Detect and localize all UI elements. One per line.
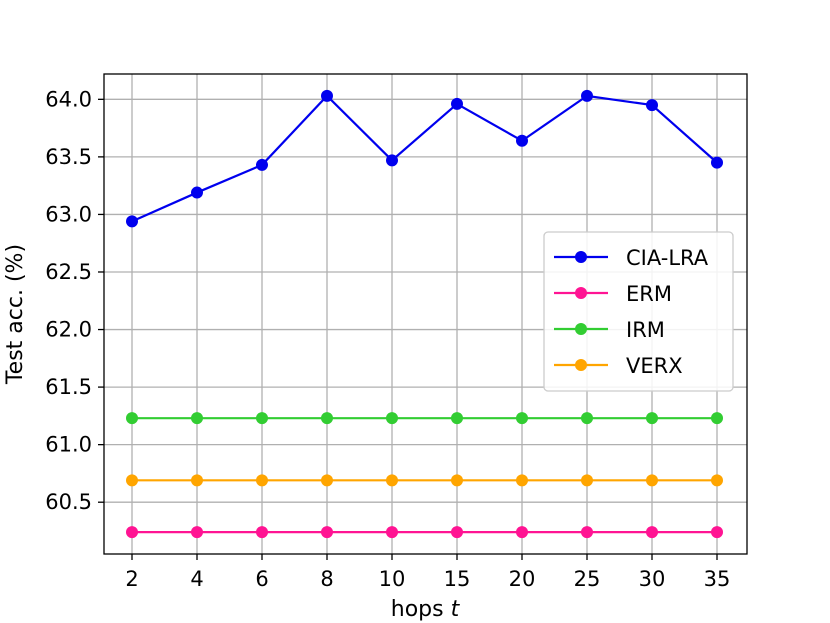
legend-box (543, 231, 734, 392)
series-cia-lra (126, 89, 723, 228)
legend-item-erm: ERM (554, 282, 672, 306)
data-point (256, 412, 268, 425)
data-point (581, 412, 593, 425)
x-tick-label: 30 (639, 567, 666, 591)
data-point (711, 526, 723, 539)
legend-item-verx: VERX (554, 354, 683, 378)
y-tick-label: 61.0 (45, 433, 92, 457)
x-tick-label: 2 (125, 567, 138, 591)
data-point (191, 474, 203, 487)
data-point (386, 526, 398, 539)
legend-label: ERM (626, 282, 672, 306)
legend-swatch-marker (575, 251, 587, 263)
legend-swatch-marker (575, 359, 587, 371)
data-point (191, 412, 203, 425)
x-tick-label: 35 (704, 567, 731, 591)
data-point (386, 474, 398, 487)
x-tick-label: 20 (509, 567, 536, 591)
legend-swatch-marker (575, 287, 587, 299)
data-point (321, 474, 333, 487)
data-point (581, 474, 593, 487)
x-axis-label-var: t (451, 597, 461, 622)
data-point (256, 474, 268, 487)
data-point (581, 89, 593, 102)
data-point (126, 215, 138, 228)
data-point (711, 412, 723, 425)
x-tick-label: 10 (379, 567, 406, 591)
y-tick-label: 64.0 (45, 87, 92, 111)
y-tick-label: 61.5 (45, 375, 92, 399)
legend-label: VERX (626, 354, 683, 378)
x-axis-label: hops t (391, 597, 461, 622)
data-point (516, 474, 528, 487)
data-point (321, 89, 333, 102)
data-point (646, 99, 658, 112)
x-axis-ticks: 2 4 6 8 10 15 20 25 30 35 (125, 554, 730, 591)
y-tick-label: 62.5 (45, 260, 92, 284)
data-point (451, 97, 463, 110)
legend-swatch-marker (575, 323, 587, 335)
data-point (451, 526, 463, 539)
data-point (191, 186, 203, 199)
series-irm (126, 412, 723, 425)
data-point (386, 412, 398, 425)
data-point (451, 474, 463, 487)
data-point (126, 474, 138, 487)
data-point (126, 526, 138, 539)
data-point (386, 154, 398, 167)
data-point (581, 526, 593, 539)
series-erm (126, 526, 723, 539)
y-tick-label: 62.0 (45, 318, 92, 342)
plot-area-frame (103, 73, 748, 555)
legend-label: CIA-LRA (626, 246, 709, 270)
data-point (711, 156, 723, 169)
legend: CIA-LRA ERM IRM VERX (543, 231, 734, 392)
legend-item-irm: IRM (554, 318, 665, 342)
x-tick-label: 15 (444, 567, 471, 591)
x-tick-label: 4 (190, 567, 203, 591)
data-point (711, 474, 723, 487)
x-axis-label-text: hops (391, 597, 444, 622)
data-point (646, 526, 658, 539)
series-line (131, 94, 718, 223)
legend-item-cia-lra: CIA-LRA (554, 246, 709, 270)
series-verx (126, 474, 723, 487)
y-tick-label: 63.0 (45, 202, 92, 226)
y-axis-label: Test acc. (%) (3, 244, 28, 385)
x-tick-label: 8 (320, 567, 333, 591)
series-group (126, 89, 723, 539)
data-point (256, 526, 268, 539)
data-point (516, 526, 528, 539)
data-point (256, 158, 268, 171)
y-axis-ticks: 60.5 61.0 61.5 62.0 62.5 63.0 63.5 64.0 (45, 87, 104, 514)
y-tick-label: 63.5 (45, 145, 92, 169)
data-point (321, 412, 333, 425)
data-point (451, 412, 463, 425)
data-point (516, 134, 528, 147)
data-point (191, 526, 203, 539)
x-tick-label: 6 (255, 567, 268, 591)
data-point (646, 412, 658, 425)
x-tick-label: 25 (574, 567, 601, 591)
data-point (646, 474, 658, 487)
y-tick-label: 60.5 (45, 490, 92, 514)
legend-label: IRM (626, 318, 665, 342)
data-point (321, 526, 333, 539)
data-point (516, 412, 528, 425)
data-point (126, 412, 138, 425)
